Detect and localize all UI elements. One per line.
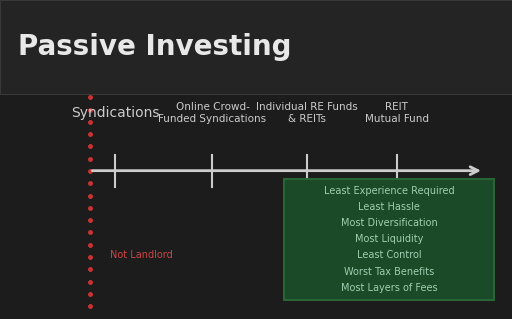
Text: REIT
Mutual Fund: REIT Mutual Fund (365, 102, 429, 124)
Text: Least Control: Least Control (357, 250, 421, 261)
Text: Least Experience Required: Least Experience Required (324, 186, 455, 196)
Text: Most Diversification: Most Diversification (341, 218, 437, 228)
Text: Individual RE Funds
& REITs: Individual RE Funds & REITs (257, 102, 358, 124)
Text: Online Crowd-
Funded Syndications: Online Crowd- Funded Syndications (158, 102, 267, 124)
Text: Worst Tax Benefits: Worst Tax Benefits (344, 267, 434, 277)
Text: Least Hassle: Least Hassle (358, 202, 420, 212)
Text: Syndications: Syndications (71, 106, 159, 120)
Text: Most Layers of Fees: Most Layers of Fees (341, 283, 437, 293)
Text: Most Liquidity: Most Liquidity (355, 234, 423, 244)
Bar (284, 179, 494, 300)
Text: Not Landlord: Not Landlord (110, 250, 173, 260)
Bar (0, 0, 512, 94)
Text: Passive Investing: Passive Investing (18, 33, 291, 61)
